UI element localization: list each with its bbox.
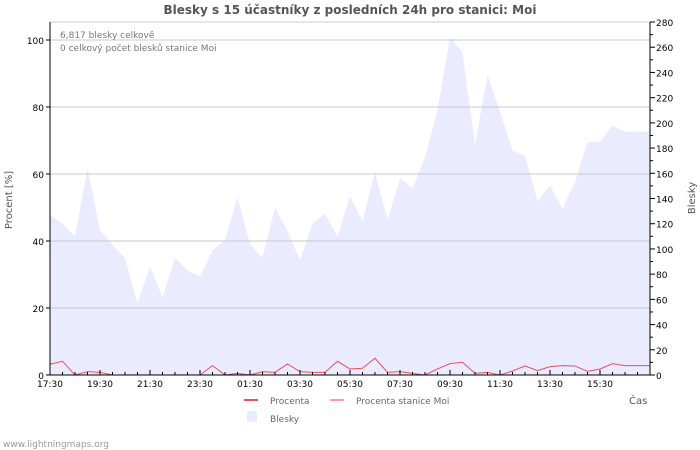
legend-label-procenta-stanice: Procenta stanice Moi — [356, 397, 449, 407]
right-tick-label: 20 — [656, 347, 668, 357]
left-tick-label: 100 — [27, 37, 44, 47]
right-tick-label: 120 — [656, 221, 673, 231]
legend-swatch-procenta-stanice — [330, 399, 344, 401]
x-tick-label: 23:30 — [187, 380, 213, 390]
right-tick-label: 280 — [656, 19, 673, 29]
right-tick-label: 260 — [656, 44, 673, 54]
left-tick-label: 20 — [33, 305, 45, 315]
x-tick-label: 05:30 — [337, 380, 363, 390]
right-tick-label: 160 — [656, 170, 673, 180]
right-tick-label: 140 — [656, 196, 673, 206]
x-tick-label: 11:30 — [487, 380, 513, 390]
y-axis-left-label: Procent [%] — [4, 171, 15, 229]
legend-swatch-procenta — [244, 399, 258, 401]
y-axis-right-label: Blesky — [687, 182, 698, 214]
x-axis-label: Čas — [629, 394, 647, 407]
right-tick-label: 40 — [656, 322, 668, 332]
x-tick-label: 07:30 — [387, 380, 413, 390]
blesky-area — [50, 37, 650, 375]
chart-title: Blesky s 15 účastníky z posledních 24h p… — [164, 3, 537, 17]
x-tick-label: 15:30 — [587, 380, 613, 390]
right-tick-label: 60 — [656, 296, 668, 306]
x-tick-label: 03:30 — [287, 380, 313, 390]
annotation-total: 6,817 blesky celkově — [60, 31, 155, 41]
right-tick-label: 180 — [656, 145, 673, 155]
x-tick-label: 21:30 — [137, 380, 163, 390]
left-tick-label: 80 — [33, 104, 45, 114]
x-tick-label: 09:30 — [437, 380, 463, 390]
x-tick-label: 19:30 — [87, 380, 113, 390]
legend-label-procenta: Procenta — [270, 397, 310, 407]
annotation-station: 0 celkový počet blesků stanice Moi — [60, 43, 217, 54]
right-tick-label: 200 — [656, 120, 673, 130]
left-tick-label: 40 — [33, 238, 45, 248]
right-tick-label: 240 — [656, 69, 673, 79]
legend-label-blesky: Blesky — [270, 415, 300, 425]
left-tick-label: 0 — [38, 372, 44, 382]
x-tick-label: 17:30 — [37, 380, 63, 390]
legend: Procenta Procenta stanice Moi Blesky — [244, 397, 449, 425]
x-tick-label: 01:30 — [237, 380, 263, 390]
footer-site: www.lightningmaps.org — [3, 440, 109, 450]
right-tick-label: 220 — [656, 95, 673, 105]
right-tick-label: 0 — [656, 372, 662, 382]
right-tick-label: 80 — [656, 271, 668, 281]
legend-swatch-blesky — [247, 411, 257, 422]
right-tick-label: 100 — [656, 246, 673, 256]
x-tick-label: 13:30 — [537, 380, 563, 390]
left-tick-label: 60 — [33, 171, 45, 181]
